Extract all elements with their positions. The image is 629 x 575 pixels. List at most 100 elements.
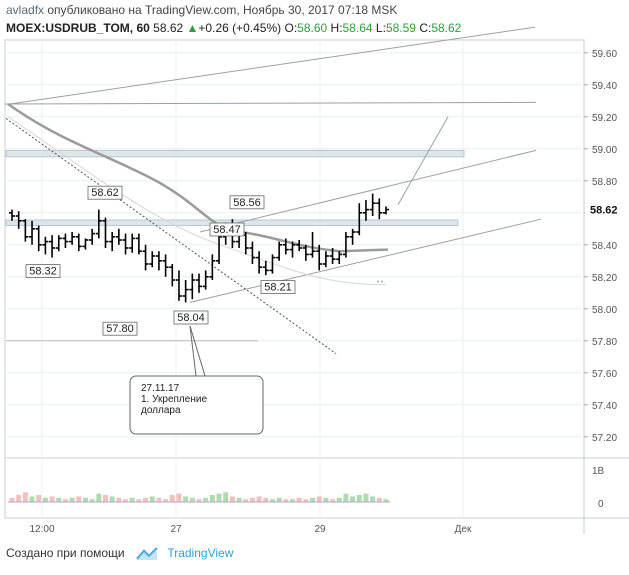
note-pointer-line	[189, 325, 206, 377]
ohlc-bar	[169, 264, 176, 287]
price-callout: 58.56	[229, 195, 265, 210]
volume-bar	[296, 497, 302, 502]
y-tick-label: 58.00	[592, 305, 617, 316]
tradingview-logo-icon	[136, 547, 158, 560]
volume-bar	[89, 499, 95, 502]
y-tick-label: 57.40	[592, 401, 617, 412]
volume-bar	[336, 497, 342, 502]
last-price: 58.62	[153, 21, 184, 35]
price-callout-text: 58.04	[177, 312, 205, 324]
volume-bar	[22, 492, 28, 502]
ohlc-bar	[135, 233, 142, 255]
trend-line-upper	[9, 26, 536, 105]
up-triangle-icon: ▲	[186, 21, 199, 35]
ohlc-bar	[376, 198, 383, 220]
volume-bar	[176, 493, 182, 502]
tradingview-link[interactable]: TradingView	[167, 546, 234, 560]
price-callout: 58.21	[260, 280, 296, 295]
ohlc-bar	[9, 209, 15, 221]
ohlc-bar	[196, 273, 202, 293]
volume-bar	[156, 497, 162, 502]
volume-bar	[169, 495, 175, 502]
ohlc-bar	[289, 241, 296, 258]
publish-text: опубликовано на TradingView.com, Ноябрь …	[47, 3, 398, 17]
volume-bar	[370, 496, 376, 502]
marker-dot	[380, 280, 384, 283]
price-callout-box	[209, 222, 245, 237]
y-tick-label: 59.20	[592, 113, 617, 124]
author-name[interactable]: avladfx	[6, 3, 45, 17]
volume-bar	[350, 496, 356, 502]
ohlc-bar	[122, 233, 129, 255]
volume-bar	[16, 495, 22, 502]
volume-bar	[376, 497, 382, 502]
ohlc-bar	[49, 235, 56, 258]
volume-bar	[143, 497, 149, 502]
volume-bar	[303, 499, 309, 502]
volume-bar	[49, 496, 55, 502]
price-callout: 57.80	[102, 321, 138, 336]
ohlc-bar	[42, 236, 49, 255]
ohlc-bar	[69, 232, 76, 245]
price-change: +0.26 (+0.45%)	[198, 21, 282, 35]
volume-bar	[236, 497, 242, 502]
volume-bar	[310, 497, 316, 502]
y-tick-label: 58.20	[592, 273, 617, 284]
volume-bar	[149, 496, 155, 502]
ohlc-bar	[162, 254, 169, 277]
volume-bar	[96, 493, 102, 502]
price-callout: 58.04	[173, 310, 209, 325]
ohlc-bar	[262, 260, 269, 276]
ohlc-bar	[282, 238, 289, 255]
volume-bar	[36, 495, 42, 502]
price-callout-box	[25, 264, 61, 279]
volume-bar	[189, 497, 195, 502]
ohlc-bar	[302, 244, 309, 261]
volume-bar	[103, 495, 108, 502]
ohlc-bar	[95, 209, 102, 239]
ohlc-bar	[256, 251, 263, 274]
marker-dot	[376, 280, 380, 283]
current-price-tag	[585, 201, 629, 218]
volume-bar	[123, 499, 129, 502]
ohlc-bar	[35, 225, 42, 252]
y-tick-label: 59.60	[592, 49, 617, 60]
volume-bar	[229, 496, 235, 502]
ohlc-bar	[149, 251, 156, 268]
volume-bar	[116, 497, 122, 502]
note-box	[129, 375, 264, 435]
volume-bar	[216, 493, 222, 502]
low-label: L:	[375, 21, 386, 35]
ohlc-bar	[155, 251, 162, 271]
ohlc-bar	[276, 241, 283, 261]
price-callout: 58.62	[87, 185, 123, 200]
price-callout-box	[229, 195, 265, 210]
volume-bar	[363, 493, 369, 502]
open-label: O:	[284, 21, 298, 35]
y-tick-label: 57.80	[592, 337, 617, 348]
volume-bar	[356, 495, 362, 502]
ohlc-bar	[129, 233, 136, 253]
plot-frame	[4, 39, 585, 519]
price-callout: 58.47	[209, 222, 245, 237]
volume-bar	[283, 499, 289, 502]
volume-bar	[263, 497, 269, 502]
volume-bar	[42, 497, 48, 502]
volume-bar	[256, 496, 262, 502]
volume-bar	[136, 499, 142, 502]
volume-bar	[196, 499, 202, 502]
ohlc-bar	[383, 206, 389, 215]
y-tick-label: 59.00	[592, 145, 617, 156]
ohlc-bar	[336, 251, 343, 264]
volume-bar	[323, 497, 329, 502]
ohlc-bar	[269, 254, 276, 274]
open-value: 58.60	[297, 21, 328, 35]
x-tick-label: 29	[314, 524, 326, 535]
ohlc-bar	[62, 233, 69, 248]
ohlc-bar	[349, 228, 356, 245]
y-tick-label: 57.60	[592, 369, 617, 380]
dotted-downtrend-line	[5, 117, 337, 355]
volume-bar	[129, 497, 135, 502]
volume-axis-label: 0	[598, 499, 604, 510]
